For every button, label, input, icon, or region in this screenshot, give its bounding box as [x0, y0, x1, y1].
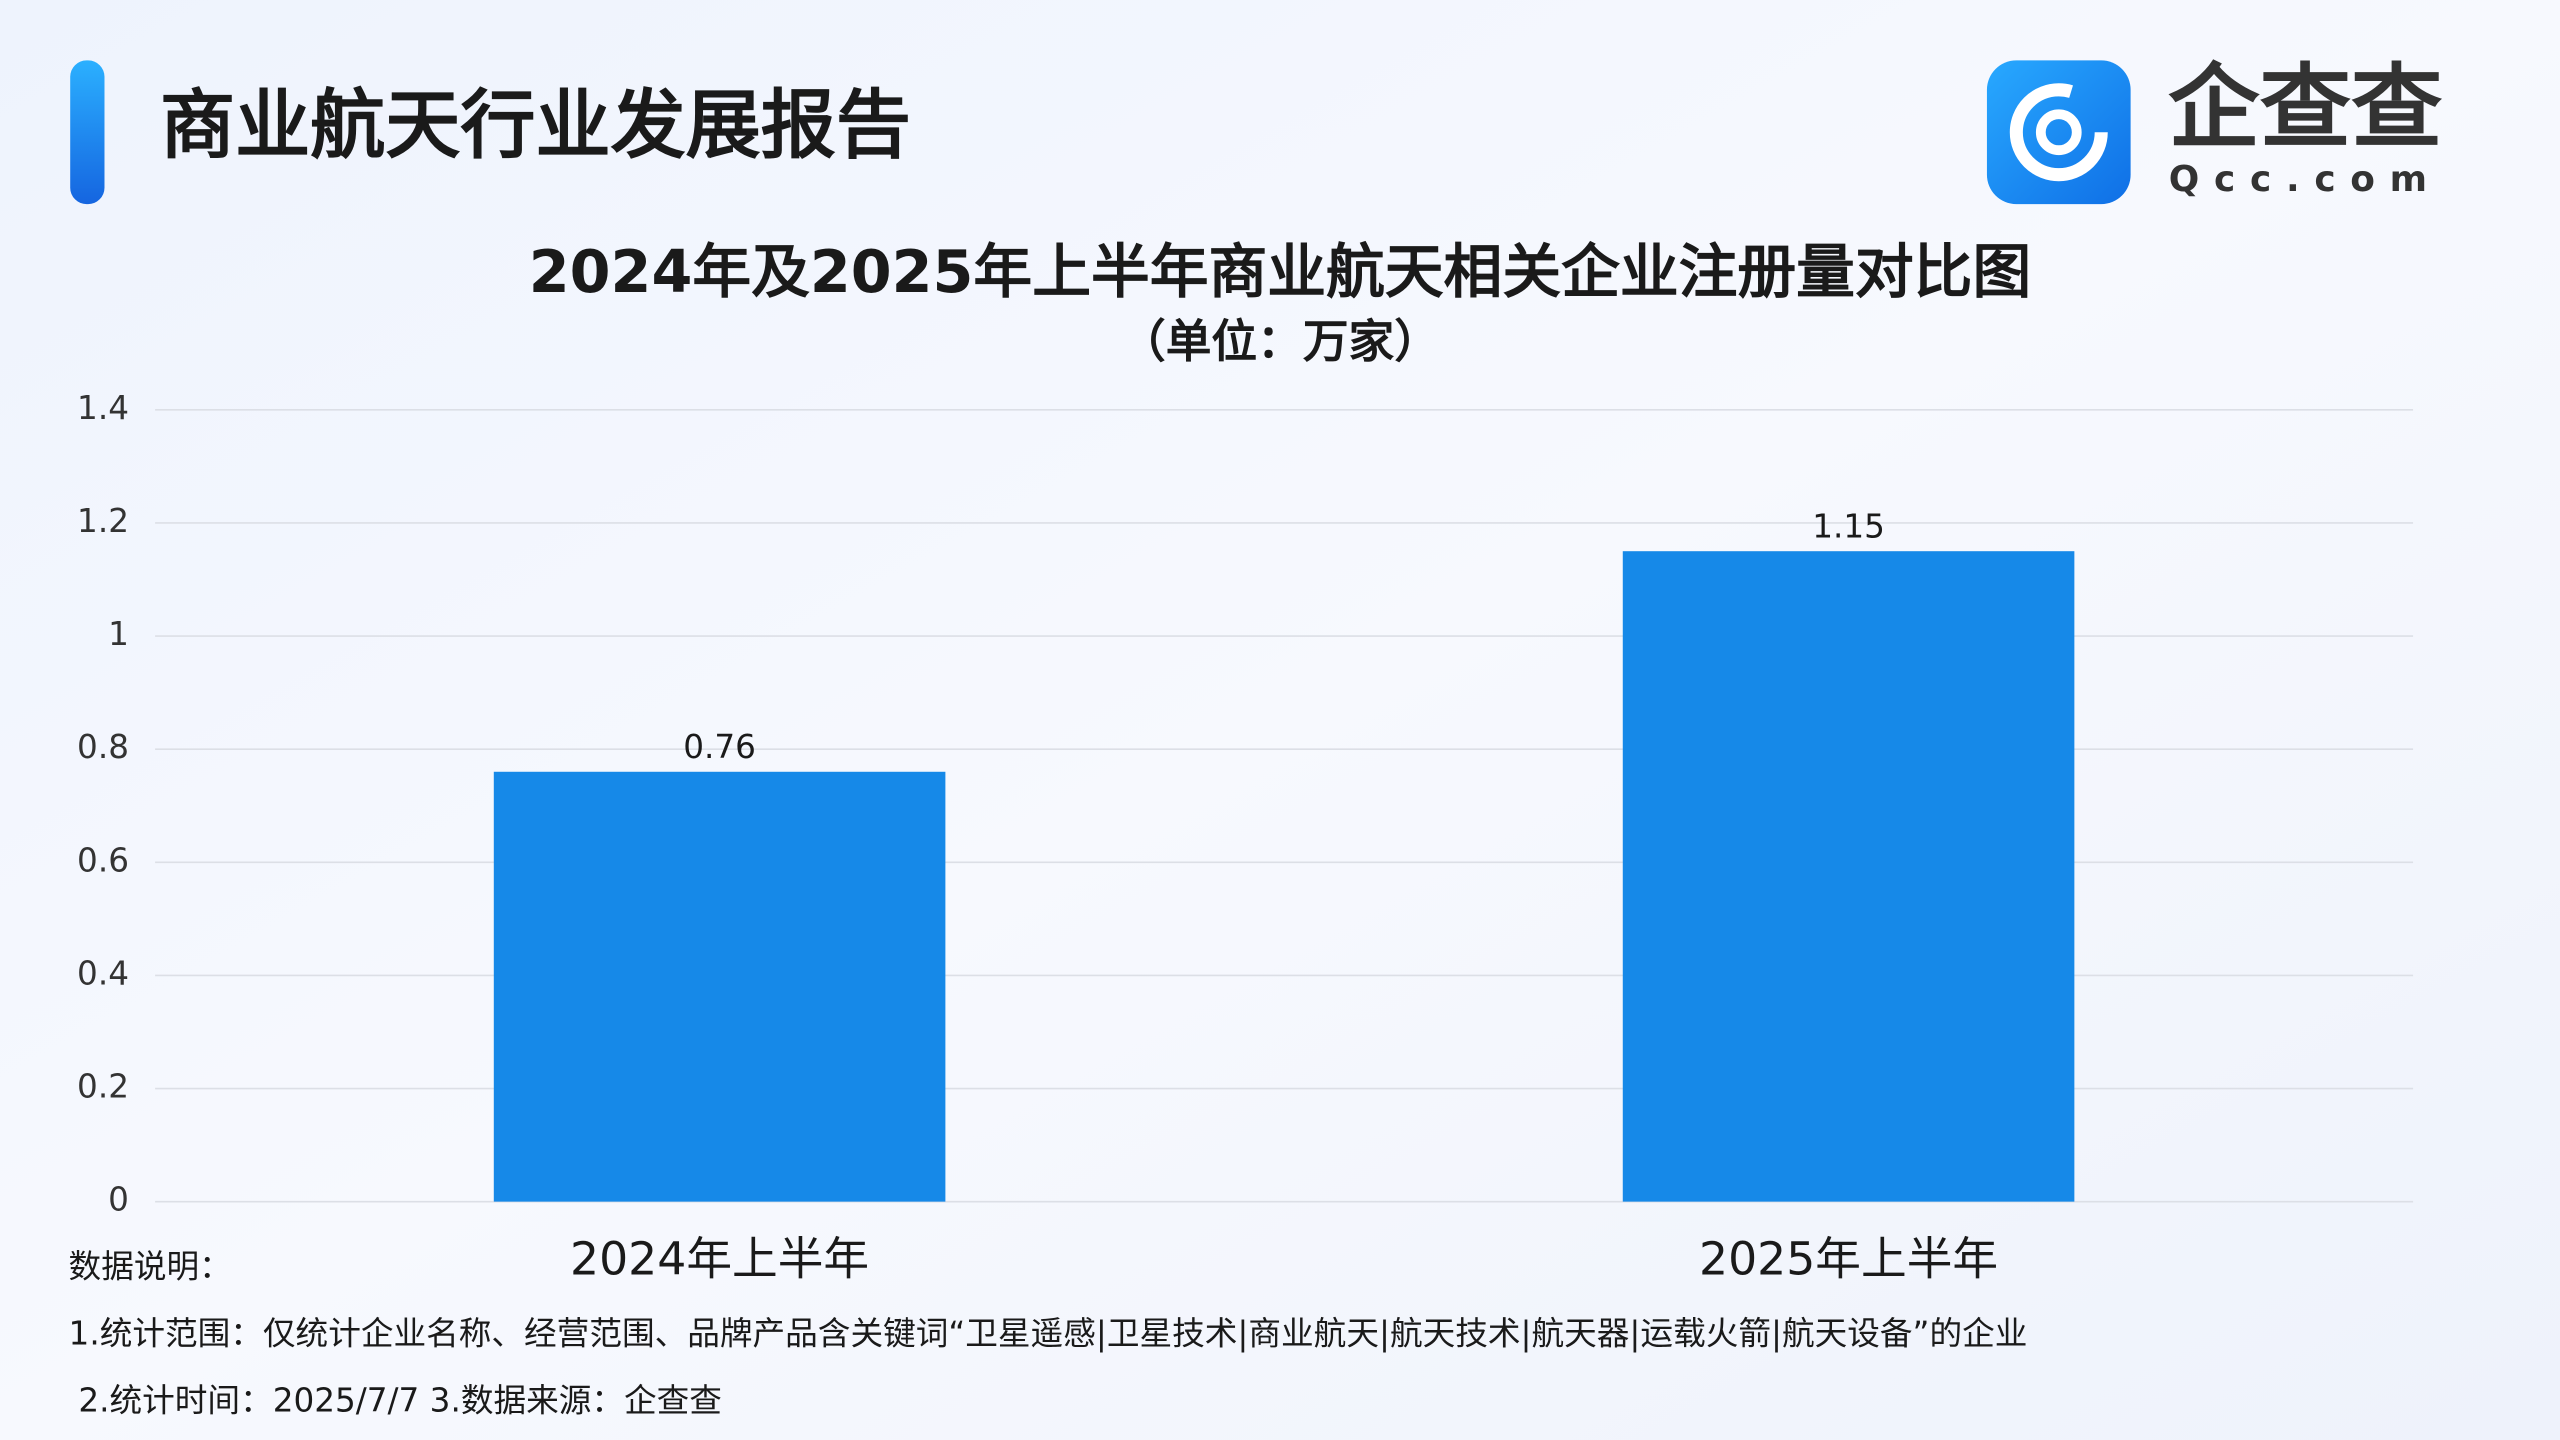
y-tick-label: 1.2 [77, 502, 129, 540]
notes-line: 2.统计时间：2025/7/7 3.数据来源：企查查 [78, 1381, 722, 1419]
notes-heading: 数据说明： [69, 1248, 232, 1286]
bar [1622, 551, 2075, 1202]
y-tick-label: 1.4 [77, 389, 129, 427]
x-tick-label: 2024年上半年 [570, 1233, 869, 1286]
chart-title: 2024年及2025年上半年商业航天相关企业注册量对比图 [529, 237, 2031, 306]
bar [493, 771, 946, 1202]
value-label: 1.15 [1812, 507, 1885, 545]
y-tick-label: 0.8 [77, 728, 129, 766]
notes-line: 1.统计范围：仅统计企业名称、经营范围、品牌产品含关键词“卫星遥感|卫星技术|商… [69, 1315, 2028, 1353]
y-tick-label: 0.2 [77, 1068, 129, 1106]
report-title: 商业航天行业发展报告 [160, 81, 911, 169]
logo-core [2035, 109, 2082, 156]
y-tick-label: 0.4 [77, 954, 129, 992]
chart-subtitle: （单位：万家） [1120, 315, 1440, 368]
value-label: 0.76 [683, 728, 756, 766]
accent-bar [70, 60, 105, 205]
y-tick-label: 1 [108, 615, 129, 653]
logo-ring [2009, 83, 2108, 182]
logo-domain: Qcc.com [2169, 159, 2442, 200]
logo-icon [1986, 60, 2131, 205]
logo-name: 企查查 [2168, 54, 2443, 161]
y-tick-label: 0 [108, 1181, 129, 1219]
x-tick-label: 2025年上半年 [1699, 1233, 1998, 1286]
y-tick-label: 0.6 [77, 841, 129, 879]
